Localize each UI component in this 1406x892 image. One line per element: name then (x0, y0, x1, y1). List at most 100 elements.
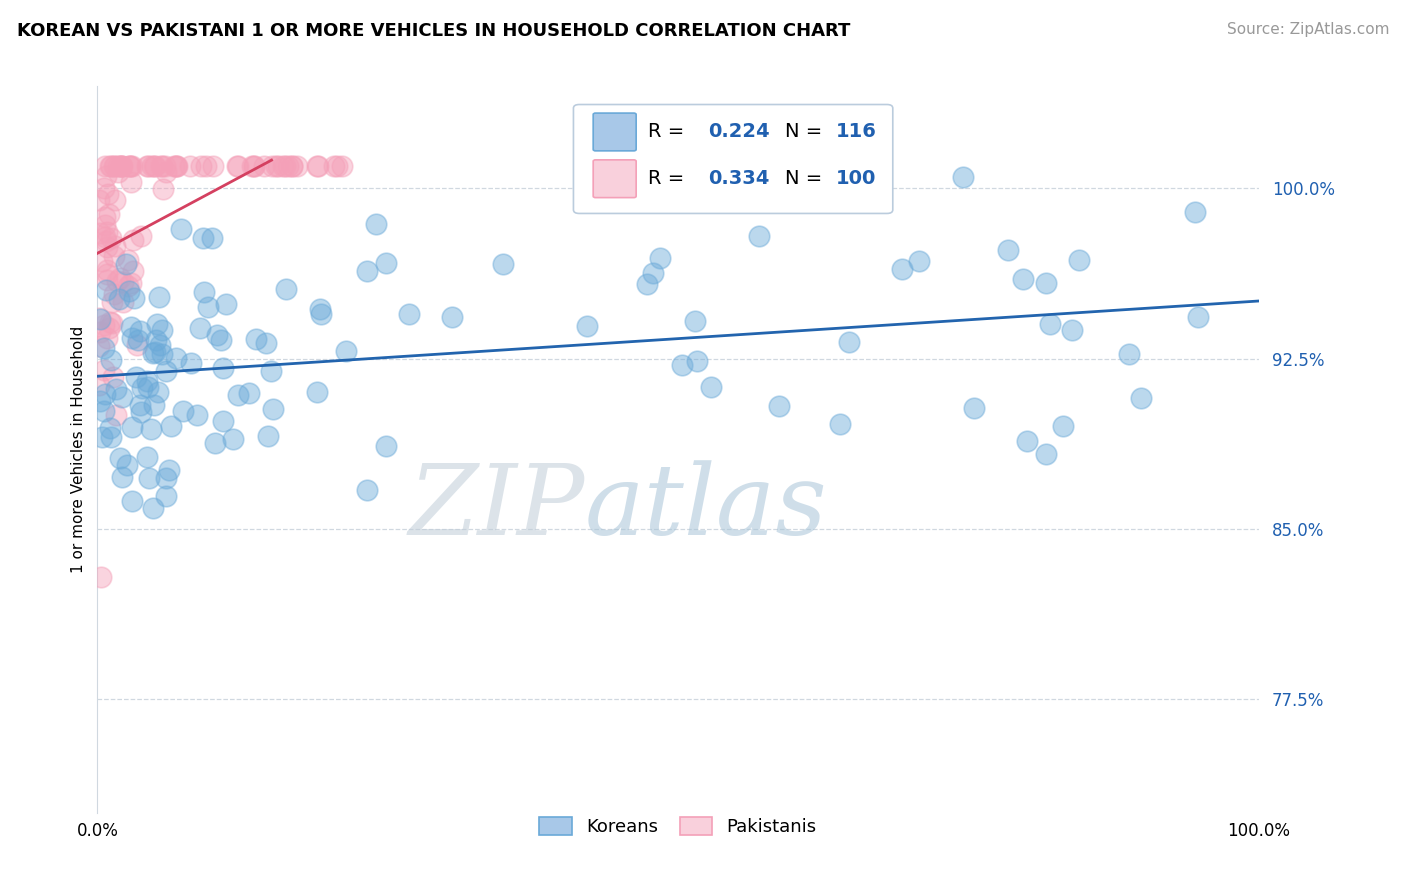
Point (120, 276, 142, 290)
Point (100, 421, 122, 435)
Point (142, 346, 165, 360)
Point (107, 159, 129, 173)
Text: 0.334: 0.334 (709, 169, 769, 188)
Text: R =: R = (648, 169, 690, 188)
Point (699, 380, 721, 394)
Point (1035, 447, 1057, 461)
Point (150, 159, 173, 173)
Point (108, 451, 131, 466)
Point (243, 159, 266, 173)
Point (96, 225, 118, 239)
Point (105, 274, 128, 288)
Point (87, 339, 110, 353)
Point (142, 500, 165, 515)
Point (356, 483, 378, 498)
Point (110, 159, 132, 173)
Point (281, 159, 304, 173)
Point (238, 386, 260, 401)
Point (222, 432, 245, 446)
Point (1052, 419, 1074, 434)
Point (127, 333, 149, 347)
Point (215, 297, 238, 311)
Text: 116: 116 (837, 122, 877, 142)
Point (209, 333, 232, 347)
Point (125, 370, 148, 384)
Point (89, 226, 111, 240)
Point (274, 159, 297, 173)
Point (194, 159, 217, 173)
Point (108, 270, 131, 285)
Point (93, 230, 115, 244)
Point (257, 429, 280, 443)
Point (335, 344, 357, 359)
Point (264, 159, 287, 173)
Point (131, 381, 153, 395)
Point (135, 450, 157, 464)
Point (100, 294, 122, 309)
Point (103, 249, 125, 263)
Point (838, 334, 860, 349)
Point (150, 347, 173, 361)
Point (145, 317, 167, 331)
Point (97, 186, 120, 201)
Point (253, 159, 276, 173)
Point (952, 170, 974, 185)
Point (89, 312, 111, 326)
Point (165, 159, 187, 173)
FancyBboxPatch shape (593, 113, 636, 151)
Text: 0.224: 0.224 (709, 122, 769, 142)
Point (93, 318, 115, 332)
Point (122, 233, 145, 247)
Point (96, 283, 118, 297)
Point (118, 159, 141, 173)
Point (91, 430, 114, 444)
Point (309, 301, 332, 316)
Point (155, 164, 177, 178)
Point (138, 380, 160, 394)
Point (204, 436, 226, 450)
Point (89, 394, 111, 409)
Point (205, 327, 228, 342)
Point (1035, 277, 1057, 291)
Point (101, 370, 124, 384)
Point (136, 159, 159, 173)
Point (103, 286, 125, 301)
Point (139, 422, 162, 436)
Point (309, 307, 332, 321)
Point (155, 364, 177, 378)
Point (100, 430, 122, 444)
Point (91, 253, 114, 268)
Point (112, 294, 135, 309)
Point (243, 159, 266, 173)
Point (143, 345, 166, 359)
Point (89, 325, 111, 339)
Point (1060, 323, 1083, 337)
Point (188, 320, 211, 334)
Point (1118, 347, 1140, 361)
Point (277, 159, 299, 173)
Point (111, 159, 134, 173)
Point (121, 420, 143, 434)
Point (212, 361, 235, 376)
Point (145, 333, 167, 347)
Point (322, 159, 344, 173)
Point (830, 417, 852, 431)
Point (226, 159, 249, 173)
Point (575, 318, 598, 333)
Text: 100: 100 (837, 169, 876, 188)
Point (271, 159, 294, 173)
Point (191, 231, 214, 245)
Point (212, 414, 235, 428)
Point (165, 159, 187, 173)
Point (146, 385, 169, 400)
Point (197, 301, 219, 315)
Point (120, 159, 142, 173)
Point (121, 493, 143, 508)
Point (117, 278, 139, 293)
Point (148, 289, 170, 303)
Text: N =: N = (785, 122, 823, 142)
Point (153, 159, 176, 173)
Point (330, 159, 353, 173)
Point (281, 159, 304, 173)
Point (121, 159, 143, 173)
